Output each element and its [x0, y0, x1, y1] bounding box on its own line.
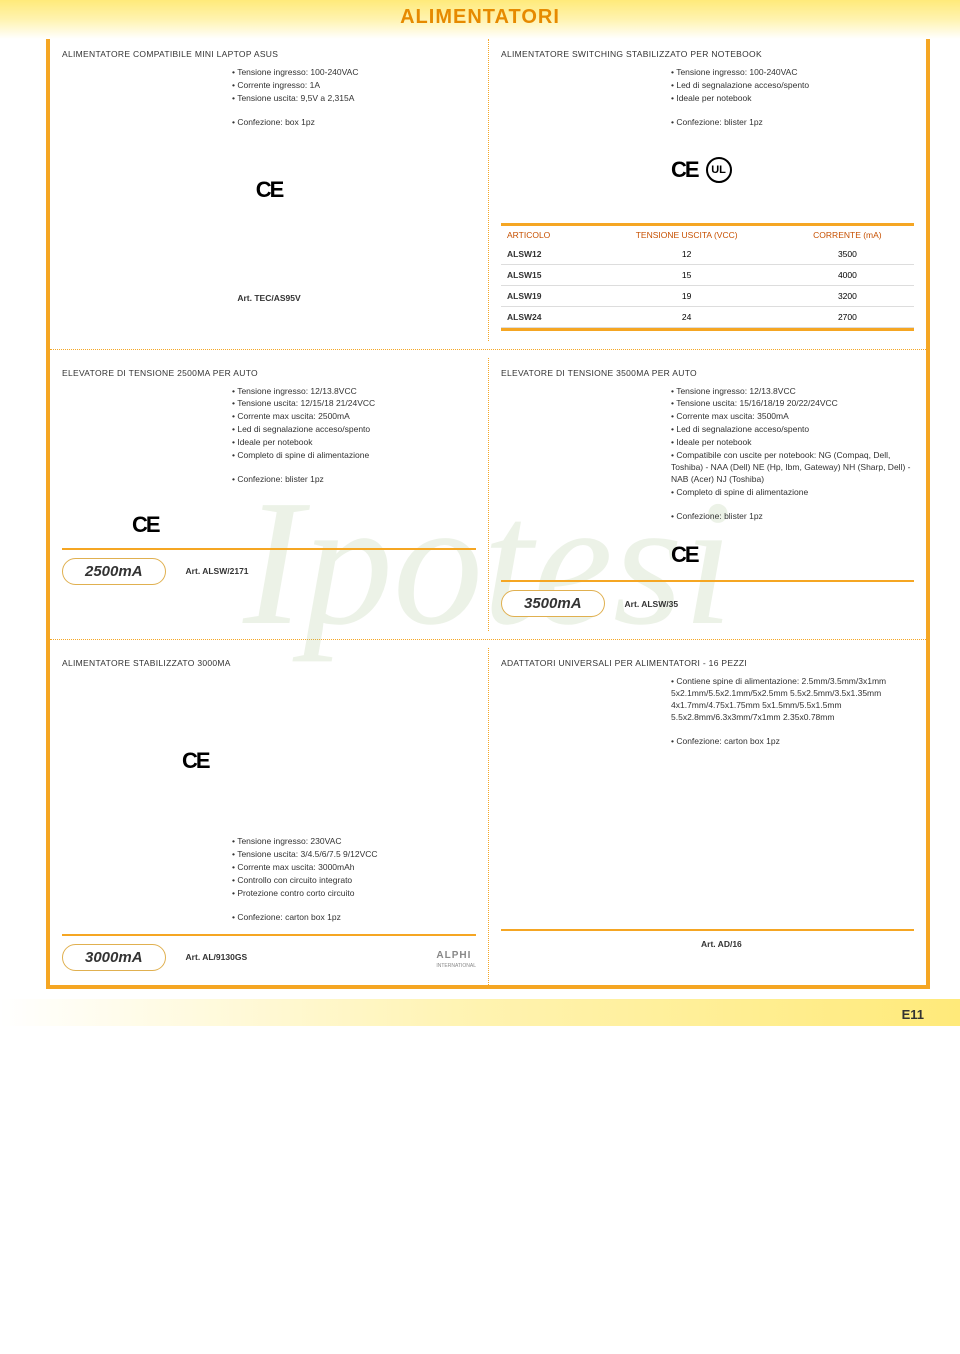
packaging-info: Confezione: blister 1pz	[501, 511, 914, 523]
spec-list: Tensione ingresso: 100-240VAC Corrente i…	[62, 67, 476, 105]
section-switching-notebook: ALIMENTATORE SWITCHING STABILIZZATO PER …	[488, 39, 926, 341]
alphi-logo-sub: INTERNATIONAL	[436, 963, 476, 969]
packaging-info: Confezione: blister 1pz	[501, 117, 914, 129]
ce-mark-icon: CE	[671, 542, 698, 567]
table-row: ALSW24 24 2700	[501, 306, 914, 327]
spec-item: Controllo con circuito integrato	[232, 875, 476, 887]
spec-list: Tensione ingresso: 12/13.8VCC Tensione u…	[501, 386, 914, 499]
section-elevatore-3500: ELEVATORE DI TENSIONE 3500MA PER AUTO Te…	[488, 358, 926, 632]
section-adattatori-universali: ADATTATORI UNIVERSALI PER ALIMENTATORI -…	[488, 648, 926, 984]
spec-item: Tensione ingresso: 12/13.8VCC	[232, 386, 476, 398]
section-asus-laptop: ALIMENTATORE COMPATIBILE MINI LAPTOP ASU…	[50, 39, 488, 341]
spec-item: Protezione contro corto circuito	[232, 888, 476, 900]
packaging-info: Confezione: box 1pz	[62, 117, 476, 129]
spec-item: Corrente ingresso: 1A	[232, 80, 476, 92]
section-stabilizzato-3000: ALIMENTATORE STABILIZZATO 3000MA CE Tens…	[50, 648, 488, 984]
section-title: ADATTATORI UNIVERSALI PER ALIMENTATORI -…	[501, 658, 914, 668]
spec-table: ARTICOLO TENSIONE USCITA (VCC) CORRENTE …	[501, 223, 914, 331]
page-number: E11	[0, 999, 960, 1026]
table-header-row: ARTICOLO TENSIONE USCITA (VCC) CORRENTE …	[501, 226, 914, 244]
current-badge: 3000mA	[62, 944, 166, 971]
packaging-item: Confezione: carton box 1pz	[671, 736, 914, 748]
spec-item: Tensione ingresso: 12/13.8VCC	[671, 386, 914, 398]
article-code: Art. TEC/AS95V	[62, 293, 476, 303]
spec-item: Compatibile con uscite per notebook: NG …	[671, 450, 914, 486]
spec-list: Contiene spine di alimentazione: 2.5mm/3…	[501, 676, 914, 724]
alphi-logo: ALPHI	[436, 950, 471, 961]
spec-item: Tensione ingresso: 100-240VAC	[671, 67, 914, 79]
spec-item: Completo di spine di alimentazione	[671, 487, 914, 499]
table-row: ALSW19 19 3200	[501, 285, 914, 306]
section-elevatore-2500: ELEVATORE DI TENSIONE 2500MA PER AUTO Te…	[50, 358, 488, 632]
spec-item: Contiene spine di alimentazione: 2.5mm/3…	[671, 676, 914, 724]
table-row: ALSW12 12 3500	[501, 244, 914, 265]
spec-item: Tensione ingresso: 230VAC	[232, 836, 476, 848]
table-header: CORRENTE (mA)	[781, 226, 914, 244]
spec-item: Corrente max uscita: 3500mA	[671, 411, 914, 423]
spec-item: Led di segnalazione acceso/spento	[671, 80, 914, 92]
packaging-item: Confezione: carton box 1pz	[232, 912, 476, 924]
page-title-band: ALIMENTATORI	[0, 0, 960, 39]
spec-item: Ideale per notebook	[232, 437, 476, 449]
spec-item: Led di segnalazione acceso/spento	[232, 424, 476, 436]
spec-list: Tensione ingresso: 230VAC Tensione uscit…	[62, 836, 476, 899]
ce-mark-icon: CE	[256, 177, 283, 202]
spec-item: Tensione uscita: 15/16/18/19 20/22/24VCC	[671, 398, 914, 410]
article-code: Art. ALSW/35	[625, 599, 679, 609]
spec-list: Tensione ingresso: 12/13.8VCC Tensione u…	[62, 386, 476, 462]
table-header: TENSIONE USCITA (VCC)	[592, 226, 780, 244]
spec-item: Ideale per notebook	[671, 437, 914, 449]
packaging-item: Confezione: blister 1pz	[232, 474, 476, 486]
packaging-info: Confezione: carton box 1pz	[62, 912, 476, 924]
ce-mark-icon: CE	[132, 512, 159, 537]
section-title: ELEVATORE DI TENSIONE 3500MA PER AUTO	[501, 368, 914, 378]
current-badge: 3500mA	[501, 590, 605, 617]
section-title: ALIMENTATORE STABILIZZATO 3000MA	[62, 658, 476, 668]
spec-item: Tensione uscita: 9,5V a 2,315A	[232, 93, 476, 105]
section-title: ALIMENTATORE SWITCHING STABILIZZATO PER …	[501, 49, 914, 59]
table-header: ARTICOLO	[501, 226, 592, 244]
article-code: Art. ALSW/2171	[186, 566, 249, 576]
ce-mark-icon: CE	[671, 157, 698, 183]
article-code: Art. AL/9130GS	[186, 952, 248, 962]
spec-item: Completo di spine di alimentazione	[232, 450, 476, 462]
spec-item: Led di segnalazione acceso/spento	[671, 424, 914, 436]
spec-item: Tensione uscita: 3/4.5/6/7.5 9/12VCC	[232, 849, 476, 861]
ce-mark-icon: CE	[182, 748, 209, 773]
packaging-item: Confezione: box 1pz	[232, 117, 476, 129]
spec-item: Ideale per notebook	[671, 93, 914, 105]
packaging-info: Confezione: blister 1pz	[62, 474, 476, 486]
section-title: ELEVATORE DI TENSIONE 2500MA PER AUTO	[62, 368, 476, 378]
spec-item: Tensione uscita: 12/15/18 21/24VCC	[232, 398, 476, 410]
spec-list: Tensione ingresso: 100-240VAC Led di seg…	[501, 67, 914, 105]
article-code: Art. AD/16	[701, 939, 742, 949]
page-title: ALIMENTATORI	[0, 6, 960, 29]
packaging-info: Confezione: carton box 1pz	[501, 736, 914, 748]
section-title: ALIMENTATORE COMPATIBILE MINI LAPTOP ASU…	[62, 49, 476, 59]
spec-item: Tensione ingresso: 100-240VAC	[232, 67, 476, 79]
packaging-item: Confezione: blister 1pz	[671, 511, 914, 523]
spec-item: Corrente max uscita: 2500mA	[232, 411, 476, 423]
current-badge: 2500mA	[62, 558, 166, 585]
table-row: ALSW15 15 4000	[501, 264, 914, 285]
spec-item: Corrente max uscita: 3000mAh	[232, 862, 476, 874]
packaging-item: Confezione: blister 1pz	[671, 117, 914, 129]
ul-mark-icon: UL	[706, 157, 732, 183]
